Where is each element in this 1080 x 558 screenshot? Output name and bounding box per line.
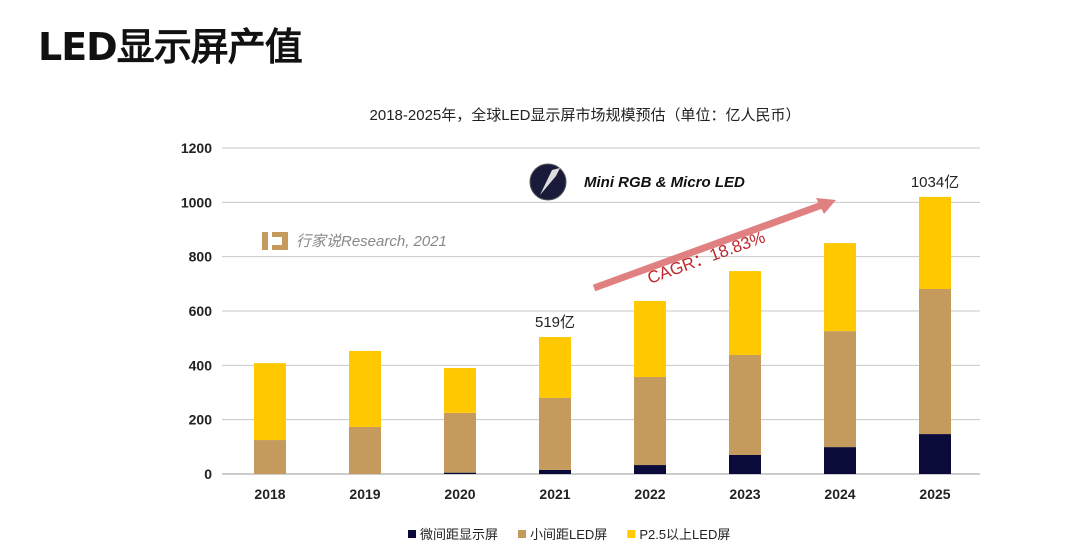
x-tick-label: 2024 — [824, 486, 855, 502]
legend-swatch — [518, 530, 527, 538]
bar-small — [254, 440, 286, 474]
bar-small — [349, 427, 381, 474]
bar-small — [444, 412, 476, 473]
x-tick-label: 2025 — [919, 486, 950, 502]
x-tick-label: 2018 — [254, 486, 285, 502]
bar-small — [919, 288, 951, 435]
bar-micro — [729, 454, 761, 474]
bar-p25 — [254, 363, 286, 441]
rocket-icon — [540, 168, 560, 195]
legend-swatch — [408, 530, 416, 538]
x-tick-label: 2023 — [729, 486, 760, 502]
bar-p25 — [729, 271, 761, 356]
badge-text: Mini RGB & Micro LED — [584, 174, 745, 191]
bar-small — [634, 377, 666, 466]
bar-p25 — [539, 337, 571, 398]
legend-label: 小间距LED屏 — [530, 527, 607, 542]
legend-label: P2.5以上LED屏 — [639, 527, 730, 542]
legend-swatch — [627, 530, 636, 538]
bar-small — [824, 331, 856, 448]
bar-micro — [919, 434, 951, 474]
cagr-arrow-head — [816, 198, 836, 214]
watermark-logo-icon — [272, 232, 288, 250]
y-tick-label: 1200 — [181, 140, 212, 156]
y-tick-label: 400 — [189, 357, 213, 373]
bar-p25 — [919, 196, 951, 289]
bar-small — [539, 397, 571, 470]
y-tick-label: 200 — [189, 412, 213, 428]
y-tick-label: 1000 — [181, 194, 212, 210]
y-tick-label: 800 — [189, 249, 213, 265]
bar-p25 — [634, 300, 666, 378]
x-tick-label: 2022 — [634, 486, 665, 502]
x-tick-label: 2021 — [539, 486, 570, 502]
bar-p25 — [824, 243, 856, 332]
bar-micro — [539, 469, 571, 474]
bar-small — [729, 355, 761, 455]
legend-label: 微间距显示屏 — [420, 527, 498, 542]
bar-micro — [824, 447, 856, 474]
data-label: 519亿 — [535, 314, 575, 331]
data-label: 1034亿 — [911, 174, 959, 191]
slide-title: LED显示屏产值 — [38, 25, 303, 69]
bar-p25 — [349, 350, 381, 428]
y-tick-label: 0 — [204, 466, 212, 482]
bar-micro — [634, 465, 666, 474]
y-tick-label: 600 — [189, 303, 213, 319]
chart-title: 2018-2025年，全球LED显示屏市场规模预估（单位：亿人民币） — [370, 106, 801, 124]
bar-micro — [444, 472, 476, 474]
cagr-arrow — [592, 201, 824, 292]
watermark-logo-icon — [262, 232, 268, 250]
watermark: 行家说Research, 2021 — [296, 233, 447, 250]
x-tick-label: 2019 — [349, 486, 380, 502]
bar-p25 — [444, 368, 476, 413]
x-tick-label: 2020 — [444, 486, 475, 502]
